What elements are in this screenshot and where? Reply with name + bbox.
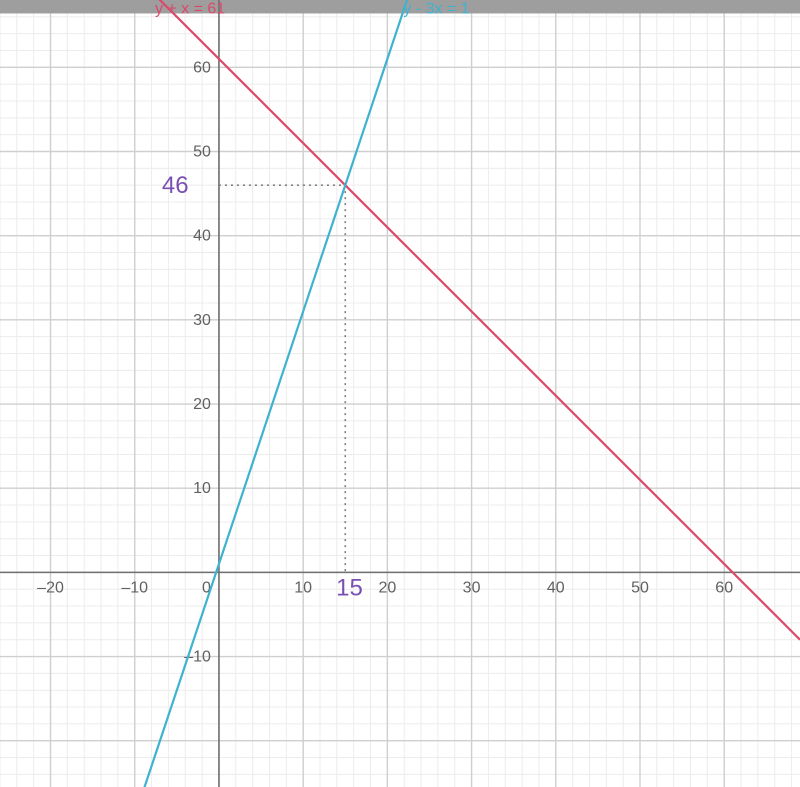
top-band bbox=[0, 0, 800, 13]
x-tick-label: 10 bbox=[294, 579, 312, 596]
y-tick-label: 40 bbox=[193, 228, 211, 245]
y-tick-label: 30 bbox=[193, 312, 211, 329]
x-tick-label: 50 bbox=[631, 579, 649, 596]
y-tick-label: 20 bbox=[193, 396, 211, 413]
x-tick-label: –10 bbox=[121, 579, 148, 596]
intersection-label: 15 bbox=[336, 575, 363, 602]
y-tick-label: 60 bbox=[193, 59, 211, 76]
graph-plot[interactable]: –20–10102030405060–101020304050600y + x … bbox=[0, 0, 800, 787]
line-red-label: y + x = 61 bbox=[155, 0, 225, 17]
x-tick-label: –20 bbox=[37, 579, 64, 596]
line-blue-label: y - 3x = 1 bbox=[403, 0, 469, 17]
x-tick-label: 60 bbox=[715, 579, 733, 596]
y-tick-label: 10 bbox=[193, 480, 211, 497]
x-tick-label: 20 bbox=[378, 579, 396, 596]
intersection-label: 46 bbox=[162, 172, 189, 199]
x-tick-label: 40 bbox=[547, 579, 565, 596]
y-tick-label: 50 bbox=[193, 144, 211, 161]
x-tick-label: 30 bbox=[463, 579, 481, 596]
